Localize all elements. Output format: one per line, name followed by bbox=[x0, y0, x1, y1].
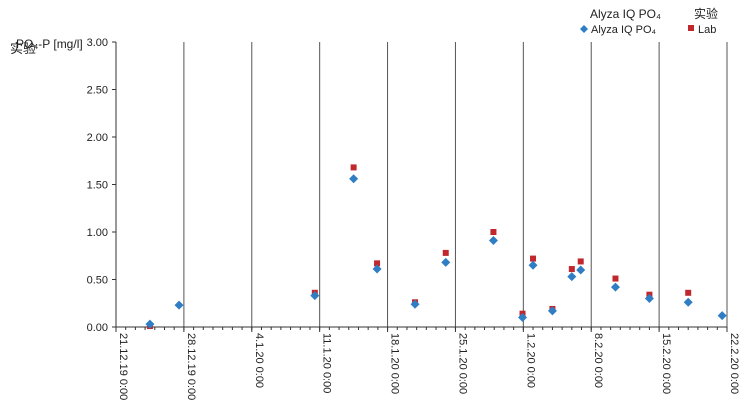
alyza-point bbox=[610, 282, 620, 292]
x-tick-label: 8.2.20 0:00 bbox=[592, 333, 604, 388]
x-tick-label: 15.2.20 0:00 bbox=[660, 333, 672, 394]
alyza-point bbox=[310, 291, 320, 301]
alyza-point bbox=[683, 297, 693, 307]
alyza-point bbox=[488, 236, 498, 246]
y-tick-label: 0.00 bbox=[87, 322, 108, 334]
lab-point bbox=[577, 258, 584, 265]
x-tick-label: 21.12.19 0:00 bbox=[117, 333, 129, 400]
legend-header-lab: 实验 bbox=[694, 6, 718, 21]
legend-label-alyza: Alyza IQ PO₄ bbox=[591, 24, 657, 36]
y-axis-ticks: 0.00 0.50 1.00 1.50 2.00 2.50 3.00 bbox=[87, 37, 116, 334]
x-tick-label: 1.2.20 0:00 bbox=[524, 333, 536, 388]
data-points bbox=[145, 164, 727, 330]
lab-point bbox=[685, 289, 692, 296]
lab-point bbox=[490, 229, 497, 235]
alyza-point bbox=[174, 300, 184, 310]
legend-marker-lab bbox=[688, 25, 694, 31]
x-tick-label: 22.2.20 0:00 bbox=[728, 333, 740, 394]
alyza-point bbox=[145, 319, 155, 329]
lab-point bbox=[530, 255, 537, 262]
y-tick-label: 2.50 bbox=[87, 85, 108, 97]
x-tick-label: 25.1.20 0:00 bbox=[456, 333, 468, 394]
x-tick-label: 18.1.20 0:00 bbox=[389, 333, 401, 394]
legend-header-alyza: Alyza IQ PO₄ bbox=[590, 7, 661, 21]
legend: Alyza IQ PO₄ 实验 Alyza IQ PO₄ Lab bbox=[580, 6, 718, 36]
alyza-point bbox=[372, 264, 382, 274]
alyza-point bbox=[518, 313, 528, 322]
alyza-point bbox=[410, 299, 420, 309]
axes bbox=[115, 42, 727, 328]
alyza-point bbox=[717, 311, 727, 321]
alyza-point bbox=[528, 260, 538, 270]
lab-point bbox=[568, 266, 575, 273]
alyza-point bbox=[567, 272, 577, 282]
y-tick-label: 0.50 bbox=[87, 275, 108, 287]
legend-label-lab: Lab bbox=[698, 24, 716, 36]
x-tick-label: 4.1.20 0:00 bbox=[253, 333, 265, 388]
alyza-point bbox=[441, 257, 451, 267]
y-axis-title: PO₄-P [mg/l] bbox=[16, 37, 83, 51]
alyza-point bbox=[576, 265, 586, 275]
y-tick-label: 3.00 bbox=[87, 37, 108, 49]
legend-marker-alyza bbox=[580, 25, 588, 33]
y-tick-label: 1.00 bbox=[87, 227, 108, 239]
alyza-point bbox=[349, 174, 359, 184]
grid-lines bbox=[115, 42, 728, 327]
x-axis-ticks: 21.12.19 0:00 28.12.19 0:00 4.1.20 0:00 11.… bbox=[115, 327, 740, 400]
lab-point bbox=[442, 249, 449, 256]
lab-point bbox=[350, 164, 357, 171]
y-axis-title-overlay: 实验 bbox=[10, 41, 36, 56]
y-tick-label: 1.50 bbox=[87, 180, 108, 192]
x-tick-label: 11.1.20 0:00 bbox=[321, 333, 333, 393]
lab-point bbox=[612, 275, 619, 282]
lab-point bbox=[374, 260, 381, 267]
alyza-point bbox=[547, 306, 557, 316]
x-tick-label: 28.12.19 0:00 bbox=[185, 333, 197, 400]
y-tick-label: 2.00 bbox=[87, 132, 108, 144]
alyza-point bbox=[644, 294, 654, 303]
